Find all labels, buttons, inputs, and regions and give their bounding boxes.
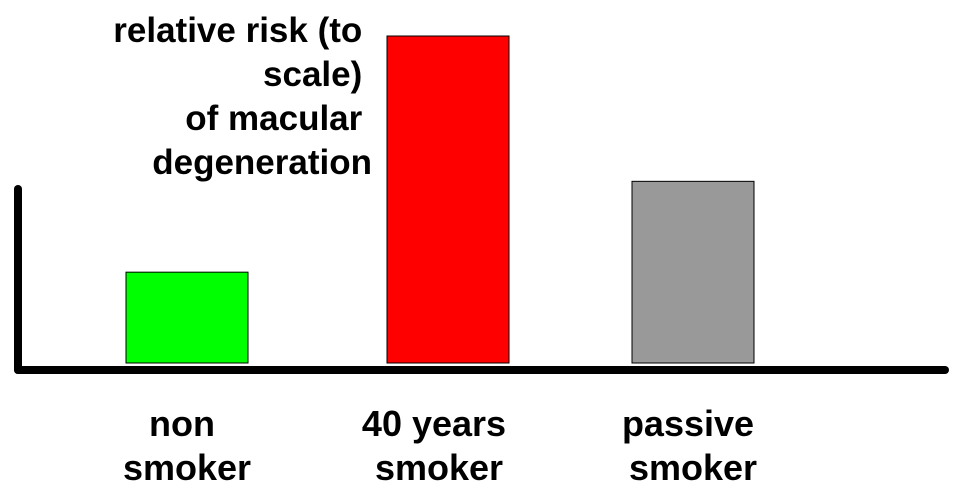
y-axis-label-line: relative risk (to	[113, 11, 362, 50]
category-label-line: smoker	[123, 447, 251, 488]
category-label-line: 40 years	[362, 403, 506, 444]
category-labels: non smoker 40 years smoker passive smoke…	[123, 403, 764, 488]
category-label-line: smoker	[375, 447, 503, 488]
bar-passive-smoker	[631, 180, 755, 364]
bar-40-years-smoker	[386, 35, 510, 364]
bar-non-smoker	[125, 271, 249, 364]
category-label-40-years-smoker: 40 years smoker	[362, 403, 516, 488]
y-axis-label-line: of macular	[185, 99, 362, 138]
y-axis-label-line: degeneration	[152, 143, 372, 182]
y-axis-label: relative risk (to scale) of macular dege…	[113, 11, 372, 182]
category-label-passive-smoker: passive smoker	[622, 403, 764, 488]
bars-group	[125, 35, 755, 364]
category-label-line: non	[149, 403, 215, 444]
category-label-line: passive	[622, 403, 754, 444]
y-axis-label-line: scale)	[263, 55, 362, 94]
category-label-non-smoker: non smoker	[123, 403, 251, 488]
category-label-line: smoker	[629, 447, 757, 488]
